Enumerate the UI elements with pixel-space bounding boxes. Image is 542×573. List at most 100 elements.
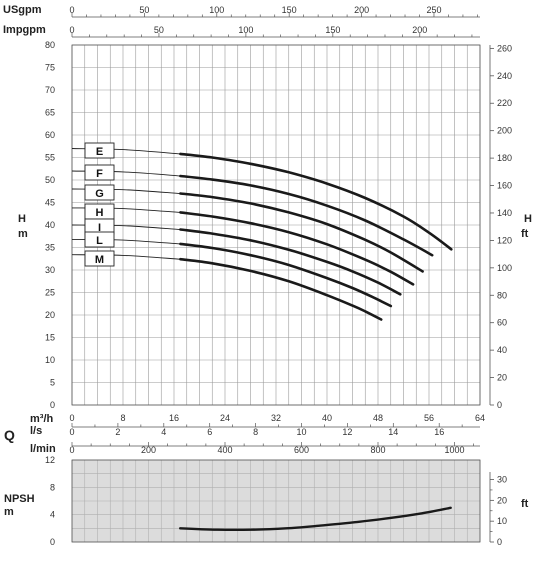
y-right-tick-label: 140: [497, 208, 512, 218]
x-tick-label: 64: [475, 413, 485, 423]
curve-lead-H: [71, 207, 181, 213]
h-left-unit: m: [18, 228, 28, 240]
npsh-y-tick-label: 12: [45, 455, 55, 465]
y-tick-label: 50: [45, 175, 55, 185]
npsh-y-right-tick-label: 10: [497, 516, 507, 526]
curve-L: [179, 242, 393, 308]
bottom-tick-label: 200: [141, 445, 156, 455]
curve-lead-G: [71, 188, 181, 194]
y-right-tick-label: 80: [497, 290, 507, 300]
x-tick-label: 8: [120, 413, 125, 423]
curve-E: [179, 152, 453, 251]
x-tick-label: 16: [169, 413, 179, 423]
npsh-curve: [179, 506, 452, 532]
bottom-tick-label: 1000: [444, 445, 464, 455]
bottom-tick-label: 0: [69, 445, 74, 455]
impgpm-axis-label: Impgpm: [3, 24, 46, 36]
series-label-L: L: [96, 235, 103, 247]
y-right-tick-label: 120: [497, 235, 512, 245]
usgpm-axis-label: USgpm: [3, 4, 42, 16]
top-tick-label: 250: [426, 5, 441, 15]
ls-axis-label: l/s: [30, 425, 42, 437]
x-tick-label: 48: [373, 413, 383, 423]
curve-lead-M: [71, 254, 181, 260]
y-right-tick-label: 40: [497, 345, 507, 355]
bottom-tick-label: 400: [217, 445, 232, 455]
y-tick-label: 65: [45, 108, 55, 118]
top-tick-label: 100: [209, 5, 224, 15]
y-tick-label: 15: [45, 333, 55, 343]
series-label-box-G: [84, 184, 115, 201]
curve-lead-F: [71, 170, 181, 177]
y-tick-label: 55: [45, 153, 55, 163]
y-tick-label: 25: [45, 288, 55, 298]
npsh-y-right-tick-label: 20: [497, 495, 507, 505]
y-right-tick-label: 0: [497, 400, 502, 410]
npsh-y-tick-label: 8: [50, 482, 55, 492]
y-tick-label: 75: [45, 63, 55, 73]
bottom-tick-label: 2: [115, 427, 120, 437]
curve-lead-E: [71, 148, 181, 155]
series-label-box-M: [84, 250, 115, 267]
y-right-tick-label: 160: [497, 181, 512, 191]
bottom-tick-label: 14: [388, 427, 398, 437]
curve-lead-I: [71, 224, 181, 230]
y-right-tick-label: 240: [497, 71, 512, 81]
y-right-tick-label: 260: [497, 43, 512, 53]
series-label-E: E: [96, 146, 103, 158]
bottom-tick-label: 4: [161, 427, 166, 437]
y-right-tick-label: 60: [497, 318, 507, 328]
npsh-y-tick-label: 0: [50, 537, 55, 547]
y-right-tick-label: 220: [497, 98, 512, 108]
y-right-tick-label: 20: [497, 373, 507, 383]
grid-lines: [71, 13, 494, 543]
npsh-frame: [71, 459, 481, 543]
bottom-tick-label: 16: [434, 427, 444, 437]
series-label-box-E: [84, 142, 115, 159]
top-tick-label: 150: [325, 25, 340, 35]
y-tick-label: 80: [45, 40, 55, 50]
series-label-box-L: [84, 231, 115, 248]
npsh-y-right-tick-label: 30: [497, 475, 507, 485]
tick-labels: 0510152025303540455055606570758002040608…: [45, 5, 512, 547]
y-right-tick-label: 100: [497, 263, 512, 273]
series-label-M: M: [95, 254, 104, 266]
bottom-tick-label: 0: [69, 427, 74, 437]
y-tick-label: 10: [45, 355, 55, 365]
y-tick-label: 20: [45, 310, 55, 320]
lmin-axis-label: l/min: [30, 443, 56, 455]
npsh-y-tick-label: 4: [50, 510, 55, 520]
bottom-tick-label: 800: [370, 445, 385, 455]
x-tick-label: 24: [220, 413, 230, 423]
y-tick-label: 45: [45, 198, 55, 208]
x-tick-label: 40: [322, 413, 332, 423]
bottom-tick-label: 6: [207, 427, 212, 437]
curve-F: [179, 174, 434, 257]
m3h-axis-label: m³/h: [30, 413, 54, 425]
top-tick-label: 50: [139, 5, 149, 15]
h-right-unit: ft: [521, 228, 529, 240]
series-label-F: F: [96, 168, 103, 180]
series-label-box-F: [84, 164, 115, 181]
curve-lead-L: [71, 238, 181, 245]
y-tick-label: 5: [50, 378, 55, 388]
npsh-label: NPSH: [4, 493, 35, 505]
y-tick-label: 35: [45, 243, 55, 253]
top-tick-label: 200: [354, 5, 369, 15]
npsh-y-right-tick-label: 0: [497, 537, 502, 547]
h-left-label: H: [18, 213, 26, 225]
top-tick-label: 100: [238, 25, 253, 35]
series-label-G: G: [95, 188, 104, 200]
q-symbol: Q: [4, 427, 15, 443]
y-tick-label: 40: [45, 220, 55, 230]
y-tick-label: 0: [50, 400, 55, 410]
top-tick-label: 0: [69, 25, 74, 35]
curve-I: [179, 228, 402, 296]
y-right-tick-label: 200: [497, 126, 512, 136]
y-tick-label: 30: [45, 265, 55, 275]
curve-G: [179, 192, 424, 273]
bottom-tick-label: 12: [342, 427, 352, 437]
curve-H: [179, 211, 415, 286]
